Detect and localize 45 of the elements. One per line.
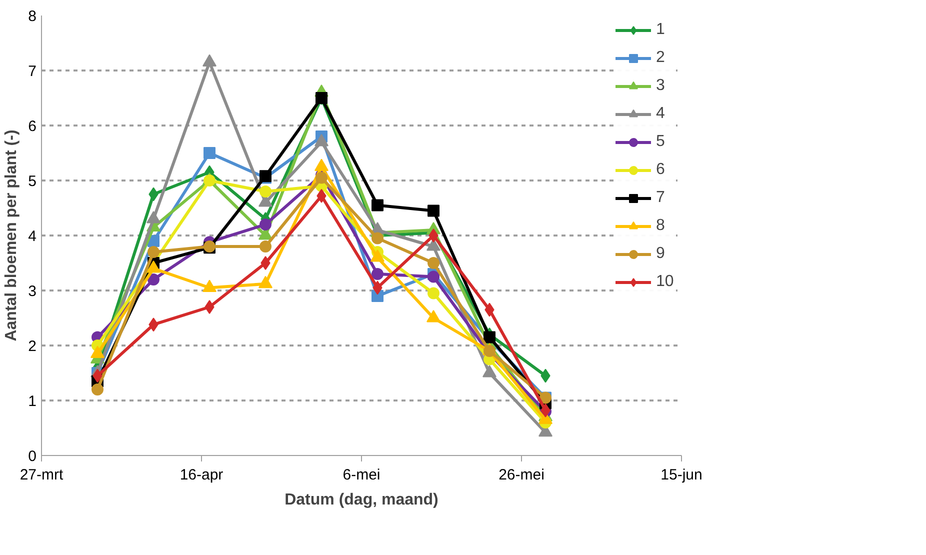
point	[260, 218, 272, 230]
legend-label: 9	[656, 245, 666, 263]
point	[428, 287, 440, 300]
point	[260, 186, 272, 198]
x-tick-label: 6-mei	[342, 466, 380, 484]
y-tick-label: 4	[28, 228, 36, 245]
point	[148, 274, 160, 286]
y-tick-label: 8	[28, 8, 36, 25]
x-tick-label: 27-mrt	[20, 466, 64, 484]
legend-label: 2	[656, 49, 666, 67]
x-tick-label: 15-jun	[660, 466, 702, 484]
point	[428, 270, 440, 283]
x-tick-label: 16-apr	[180, 466, 224, 484]
legend-label: 6	[656, 161, 666, 179]
legend-label: 5	[656, 133, 666, 151]
legend-label: 1	[656, 21, 666, 39]
legend-label: 10	[656, 273, 675, 291]
legend-label: 4	[656, 105, 666, 123]
y-axis-title: Aantal bloemen per plant (-)	[3, 130, 20, 342]
y-tick-label: 3	[28, 283, 36, 300]
point	[428, 204, 440, 217]
x-tick-label: 26-mei	[498, 466, 544, 484]
point	[204, 147, 216, 159]
point	[260, 256, 270, 270]
point	[372, 232, 384, 244]
legend-label: 8	[656, 217, 666, 235]
x-axis-title: Datum (dag, maand)	[284, 492, 438, 508]
y-tick-label: 0	[28, 448, 36, 465]
point	[316, 172, 328, 184]
point	[372, 199, 384, 212]
point	[148, 246, 160, 258]
y-tick-label: 5	[28, 173, 36, 190]
point	[204, 300, 214, 314]
point	[428, 257, 440, 269]
point	[260, 240, 272, 252]
point	[372, 268, 384, 280]
y-tick-label: 6	[28, 118, 36, 135]
y-tick-label: 2	[28, 338, 36, 355]
point	[92, 384, 104, 396]
y-tick-label: 7	[28, 63, 36, 80]
y-tick-label: 1	[28, 393, 36, 410]
point	[428, 228, 438, 242]
legend-label: 7	[656, 189, 666, 207]
point	[484, 331, 496, 344]
legend-label: 3	[656, 77, 666, 95]
